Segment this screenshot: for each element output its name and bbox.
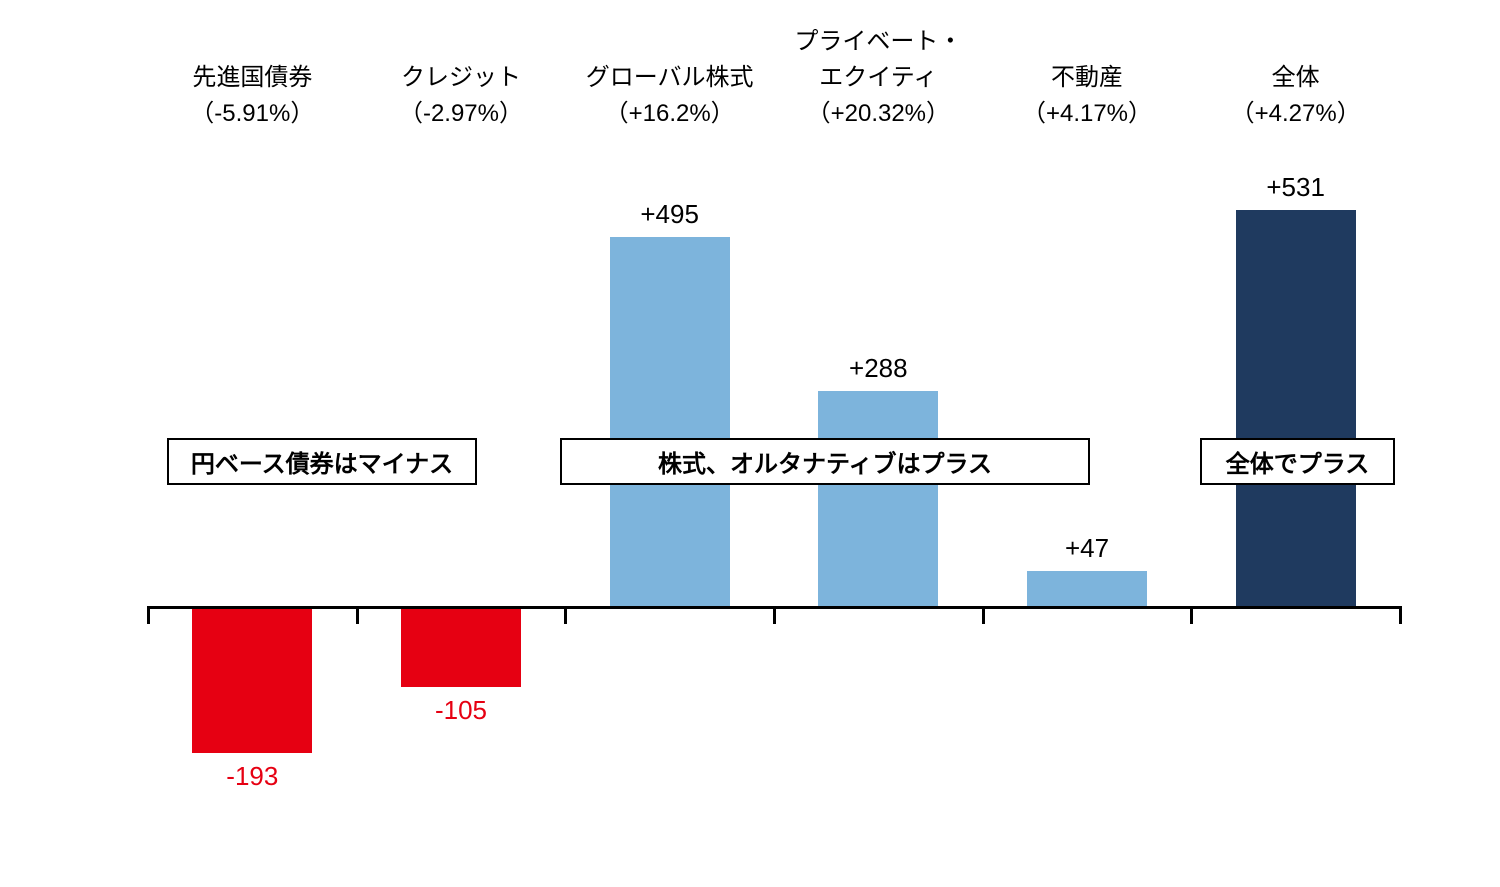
bar-value-label: +47 [983, 533, 1192, 564]
annotation-box: 全体でプラス [1200, 438, 1395, 485]
asset-returns-bar-chart: 先進国債券（-5.91%）クレジット（-2.97%）グローバル株式（+16.2%… [0, 0, 1500, 887]
category-name-line: 全体 [1191, 60, 1400, 96]
category-percent: （-2.97%） [357, 96, 566, 132]
axis-tick [147, 606, 150, 624]
axis-tick [356, 606, 359, 624]
bar-value-label: -193 [148, 761, 357, 792]
category-header: 不動産（+4.17%） [983, 60, 1192, 132]
category-header: プライベート・エクイティ（+20.32%） [774, 24, 983, 132]
bar-value-label: +531 [1191, 172, 1400, 203]
axis-tick [564, 606, 567, 624]
category-name-line: 不動産 [983, 60, 1192, 96]
bar [401, 609, 521, 687]
category-percent: （-5.91%） [148, 96, 357, 132]
axis-tick [982, 606, 985, 624]
bar-value-label: -105 [357, 695, 566, 726]
category-header: 全体（+4.27%） [1191, 60, 1400, 132]
category-percent: （+20.32%） [774, 96, 983, 132]
category-percent: （+16.2%） [565, 96, 774, 132]
category-name-line: グローバル株式 [565, 60, 774, 96]
bar-value-label: +495 [565, 199, 774, 230]
bar [192, 609, 312, 753]
bar [1236, 210, 1356, 606]
axis-tick [773, 606, 776, 624]
category-percent: （+4.17%） [983, 96, 1192, 132]
annotation-box: 円ベース債券はマイナス [167, 438, 477, 485]
category-header: クレジット（-2.97%） [357, 60, 566, 132]
bar [818, 391, 938, 606]
category-name-line: クレジット [357, 60, 566, 96]
category-name-line: プライベート・ [774, 24, 983, 60]
bar [1027, 571, 1147, 606]
bar-value-label: +288 [774, 353, 983, 384]
category-header: グローバル株式（+16.2%） [565, 60, 774, 132]
axis-tick [1190, 606, 1193, 624]
annotation-box: 株式、オルタナティブはプラス [560, 438, 1090, 485]
axis-tick [1399, 606, 1402, 624]
bar [610, 237, 730, 606]
category-name-line: 先進国債券 [148, 60, 357, 96]
category-name-line: エクイティ [774, 60, 983, 96]
category-header: 先進国債券（-5.91%） [148, 60, 357, 132]
category-percent: （+4.27%） [1191, 96, 1400, 132]
